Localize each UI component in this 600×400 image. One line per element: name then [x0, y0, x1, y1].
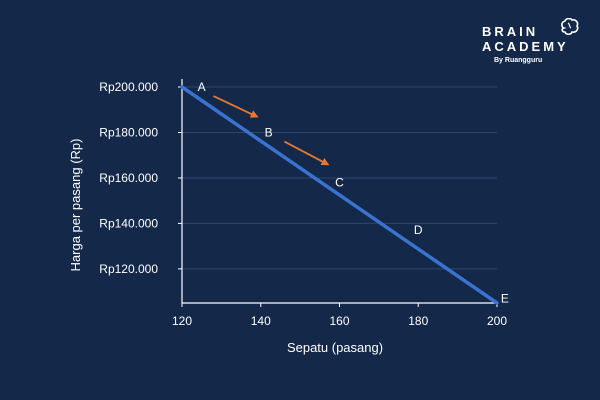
- movement-arrow: [283, 140, 330, 166]
- point-label-c: C: [335, 175, 344, 189]
- x-tick-label: 140: [251, 314, 271, 328]
- y-tick-labels: Rp200.000 Rp180.000 Rp160.000 Rp140.000 Rp12…: [99, 80, 182, 276]
- brand-subtitle: By Ruangguru: [494, 57, 543, 64]
- brand-line-1: BRAIN: [482, 24, 539, 39]
- point-label-b: B: [265, 125, 273, 139]
- x-tick-label: 120: [172, 314, 192, 328]
- y-tick-label: Rp140.000: [99, 216, 158, 230]
- x-tick-label: 200: [487, 314, 507, 328]
- brand-line-2: ACADEMY: [482, 39, 569, 54]
- point-label-a: A: [198, 80, 206, 94]
- movement-arrow: [213, 95, 259, 118]
- x-axis-label: Sepatu (pasang): [287, 340, 383, 355]
- point-label-d: D: [414, 223, 423, 237]
- y-tick-label: Rp200.000: [99, 80, 158, 94]
- y-tick-label: Rp180.000: [99, 125, 158, 139]
- demand-line: [180, 85, 499, 305]
- point-label-e: E: [501, 291, 509, 305]
- x-tick-labels: 120 140 160 180 200: [172, 303, 507, 328]
- grid-lines: [182, 86, 497, 270]
- x-tick-label: 160: [329, 314, 349, 328]
- y-axis-label: Harga per pasang (Rp): [68, 139, 83, 272]
- arrows-group: [213, 95, 330, 166]
- y-tick-label: Rp160.000: [99, 171, 158, 185]
- point-labels: A B C D E: [198, 80, 509, 305]
- brand-logo: BRAIN ACADEMY By Ruangguru: [482, 17, 586, 64]
- demand-line-group: [180, 85, 499, 305]
- x-tick-label: 180: [408, 314, 428, 328]
- y-tick-label: Rp120.000: [99, 262, 158, 276]
- brain-icon: [560, 17, 580, 41]
